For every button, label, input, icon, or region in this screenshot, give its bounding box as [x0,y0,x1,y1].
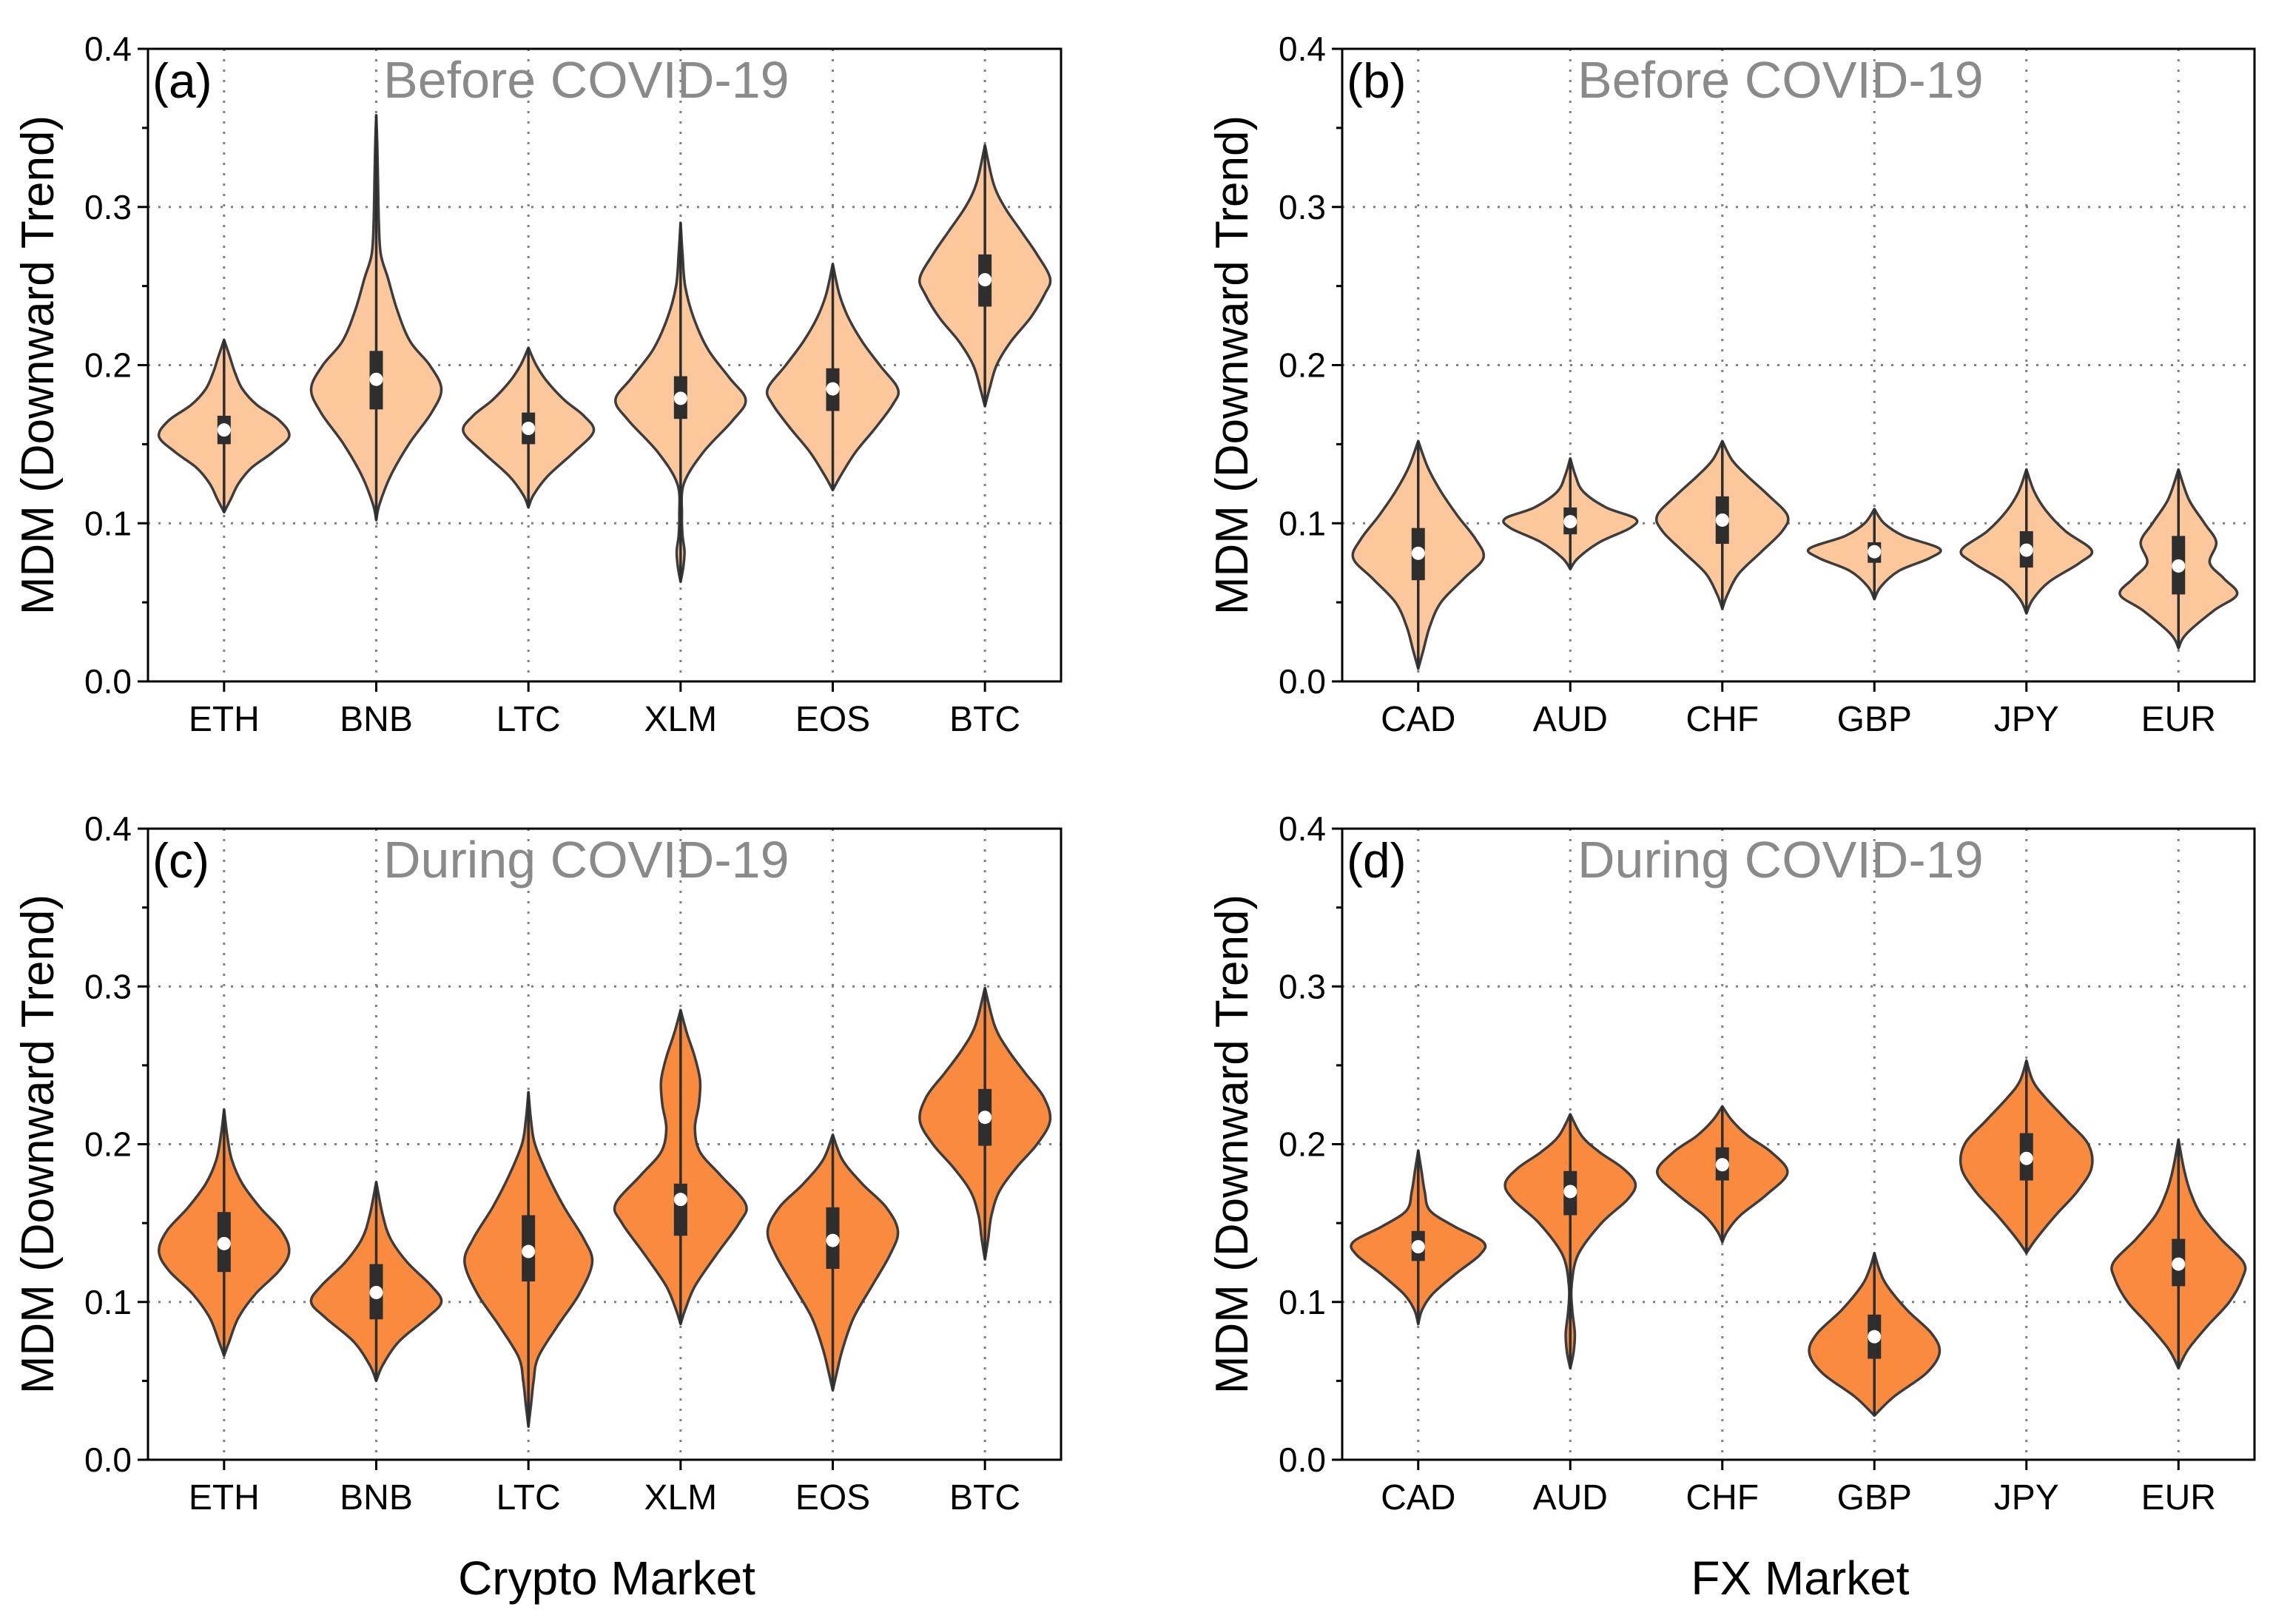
x-tick-label-AUD: AUD [1533,700,1608,739]
median-dot-CHF [1715,1158,1729,1172]
median-dot-BTC [978,273,992,287]
panel-b: 0.0 0.1 0.2 0.3 0.4 CAD AUD CHF GBP JPY EUR MDM (Do… [1207,30,2256,739]
median-dot-XLM [673,391,687,405]
median-dot-CAD [1411,546,1425,560]
median-dot-EUR [2172,559,2186,573]
panel-a: 0.0 0.1 0.2 0.3 0.4 ETH BNB LTC XLM EOS BTC MDM (Do… [13,30,1063,739]
y-tick-label: 0.1 [1279,1283,1326,1321]
median-dot-EOS [826,1233,840,1247]
y-tick-label: 0.2 [1279,346,1326,385]
panel-title: Before COVID-19 [1577,51,1984,109]
x-axis-title-fx: FX Market [1691,1551,1909,1605]
panel-c: 0.0 0.1 0.2 0.3 0.4 ETH BNB LTC XLM EOS BTC MDM (Do… [13,809,1063,1517]
median-dot-EUR [2172,1257,2186,1271]
y-tick-label: 0.4 [84,30,132,68]
median-dot-ETH [217,1236,231,1250]
median-dot-LTC [522,1244,536,1259]
y-tick-label: 0.2 [84,1125,132,1164]
x-tick-label-CHF: CHF [1686,700,1759,739]
y-tick-label: 0.3 [1279,188,1326,226]
panel-tag: (a) [152,53,212,108]
median-dot-LTC [522,422,536,435]
x-tick-label-JPY: JPY [1994,700,2059,739]
iqr-box-XLM [673,1183,687,1236]
median-dot-EOS [826,382,840,396]
x-tick-label-LTC: LTC [496,1478,561,1517]
panel-tag: (c) [152,833,209,888]
median-dot-AUD [1563,1185,1577,1199]
panel-title: During COVID-19 [383,831,789,889]
x-tick-label-CAD: CAD [1381,1478,1455,1517]
x-tick-label-JPY: JPY [1994,1478,2059,1517]
x-tick-label-BNB: BNB [340,700,413,739]
y-axis-title: MDM (Downward Trend) [1207,894,1258,1394]
median-dot-BNB [369,372,383,386]
y-tick-label: 0.1 [84,1283,132,1321]
median-dot-JPY [2019,543,2033,557]
panel-tag: (b) [1347,53,1407,108]
x-tick-label-GBP: GBP [1837,700,1912,739]
median-dot-CAD [1411,1240,1425,1254]
y-tick-label: 0.3 [84,188,132,226]
panel-title: During COVID-19 [1577,831,1984,889]
x-tick-label-EOS: EOS [795,700,870,739]
x-tick-label-EUR: EUR [2141,700,2216,739]
x-tick-label-ETH: ETH [189,700,260,739]
median-dot-AUD [1563,515,1577,529]
y-tick-label: 0.0 [84,662,132,701]
x-tick-label-GBP: GBP [1837,1478,1912,1517]
y-tick-label: 0.1 [84,504,132,542]
median-dot-ETH [217,423,231,437]
y-tick-label: 0.4 [84,809,132,848]
x-tick-label-BTC: BTC [949,1478,1020,1517]
panel-tag: (d) [1347,833,1407,888]
panel-d: 0.0 0.1 0.2 0.3 0.4 CAD AUD CHF GBP JPY EUR MDM (Do… [1207,809,2256,1517]
x-tick-label-ETH: ETH [189,1478,260,1517]
median-dot-BNB [369,1285,383,1299]
x-tick-label-CAD: CAD [1381,700,1455,739]
x-tick-label-EOS: EOS [795,1478,870,1517]
panel-title: Before COVID-19 [383,51,789,109]
median-dot-BTC [978,1111,992,1125]
y-tick-label: 0.3 [84,967,132,1005]
y-axis-title: MDM (Downward Trend) [13,894,64,1394]
y-axis-title: MDM (Downward Trend) [13,115,64,615]
median-dot-GBP [1868,545,1882,559]
y-tick-label: 0.3 [1279,967,1326,1005]
y-tick-label: 0.0 [1279,1441,1326,1479]
median-dot-CHF [1715,513,1729,527]
x-tick-label-XLM: XLM [644,700,717,739]
y-tick-label: 0.2 [84,346,132,385]
x-axis-title-crypto: Crypto Market [458,1551,755,1605]
x-tick-label-EUR: EUR [2141,1478,2216,1517]
x-tick-label-CHF: CHF [1686,1478,1759,1517]
x-tick-label-BNB: BNB [340,1478,413,1517]
median-dot-JPY [2019,1151,2033,1165]
median-dot-XLM [673,1193,687,1207]
y-tick-label: 0.4 [1279,30,1326,68]
x-tick-label-LTC: LTC [496,700,561,739]
y-tick-label: 0.1 [1279,504,1326,542]
y-tick-label: 0.0 [84,1441,132,1479]
panels: 0.0 0.1 0.2 0.3 0.4 ETH BNB LTC XLM EOS BTC MDM (Do… [13,30,2256,1517]
y-tick-label: 0.0 [1279,662,1326,701]
y-tick-label: 0.2 [1279,1125,1326,1164]
x-tick-label-BTC: BTC [949,700,1020,739]
median-dot-GBP [1868,1330,1882,1344]
y-axis-title: MDM (Downward Trend) [1207,115,1258,615]
x-tick-label-AUD: AUD [1533,1478,1608,1517]
y-tick-label: 0.4 [1279,809,1326,848]
x-tick-label-XLM: XLM [644,1478,717,1517]
